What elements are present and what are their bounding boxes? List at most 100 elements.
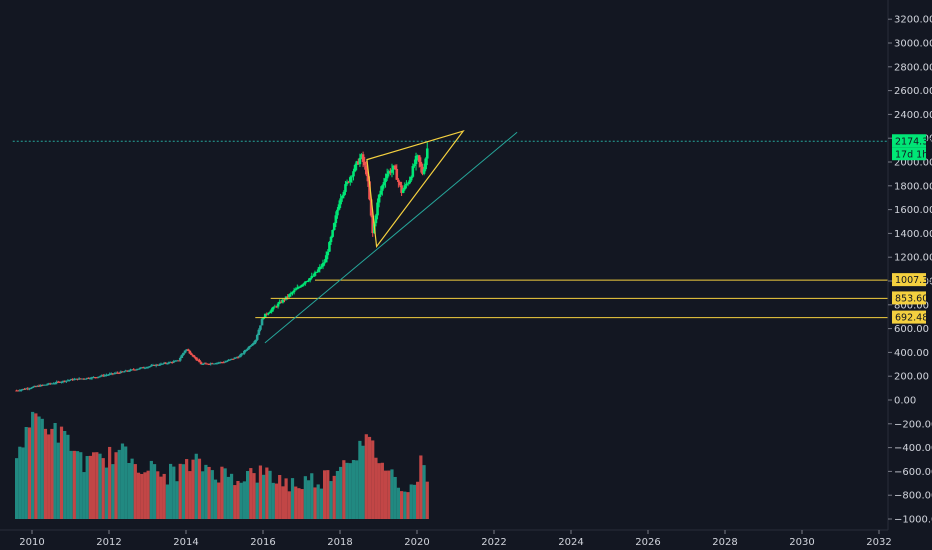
volume-bar-20 [79, 452, 83, 519]
candle-body [259, 325, 262, 330]
volume-bar-76 [258, 465, 263, 519]
candle-201 [337, 200, 341, 211]
candle-body [162, 362, 166, 364]
candle-150 [255, 333, 259, 342]
candle-body [15, 390, 18, 392]
candle-164 [278, 299, 281, 305]
candle-54 [101, 373, 105, 378]
candle-161 [273, 304, 277, 308]
candle-158 [268, 310, 272, 314]
volume-bar-50 [175, 481, 179, 519]
trendline [264, 131, 518, 344]
candle-99 [174, 360, 177, 362]
candle-152 [259, 325, 262, 332]
candle-body [228, 359, 232, 361]
candle-body [201, 363, 204, 365]
candle-body [148, 366, 152, 368]
candle-27 [58, 381, 62, 384]
candle-body [24, 388, 28, 390]
candle-body [101, 375, 105, 377]
candle-body [90, 377, 94, 379]
candle-body [255, 335, 259, 340]
candle-162 [275, 305, 278, 308]
candle-body [345, 181, 349, 185]
x-tick-label-4: 2018 [327, 537, 352, 548]
volume-bar-114 [380, 462, 384, 519]
candle-body [257, 329, 261, 336]
candle-body [302, 283, 306, 285]
candle-body [235, 357, 238, 359]
candle-113 [196, 358, 200, 362]
candle-body [270, 309, 273, 312]
candle-233 [389, 168, 392, 176]
candle-218 [365, 160, 368, 177]
candle-91 [161, 363, 164, 365]
candle-body [247, 346, 251, 349]
volume-bar-10 [47, 434, 51, 519]
x-tick-label-1: 2012 [96, 537, 121, 548]
y-tick-label-13: 600.00 [894, 324, 929, 335]
candle-body [106, 374, 110, 376]
price-label-3: 853.60 [892, 291, 928, 305]
volume-bar-115 [383, 470, 388, 519]
candle-body [252, 342, 256, 345]
candle-63 [116, 371, 119, 374]
candle-body [334, 215, 338, 224]
candle-105 [183, 350, 187, 354]
candle-137 [235, 356, 238, 359]
candle-32 [66, 379, 70, 382]
candle-body [140, 367, 144, 369]
price-label-text: 692.48 [895, 313, 928, 324]
candle-body [113, 373, 116, 375]
candle-111 [193, 355, 196, 359]
candle-body [175, 360, 179, 362]
candle-body [323, 262, 326, 264]
x-axis[interactable]: 2010 2012 2014 2016 2018 2020 2022 2024 2026 2028… [19, 530, 892, 548]
candle-body [225, 361, 229, 363]
candle-body [310, 275, 314, 278]
candle-142 [243, 349, 246, 355]
volume-bar-72 [246, 471, 250, 519]
candle-134 [230, 358, 233, 361]
candle-body [68, 380, 71, 382]
candle-52 [98, 375, 102, 378]
price-label-text: 17d 1h [895, 149, 928, 160]
candle-104 [182, 352, 185, 356]
candle-body [403, 185, 407, 190]
candle-body [366, 174, 370, 182]
volume-bar-127 [422, 465, 426, 519]
candle-125 [215, 362, 219, 365]
candle-body [77, 378, 81, 380]
candle-39 [77, 377, 81, 380]
candle-body [21, 388, 25, 390]
volume-bar-33 [120, 443, 125, 519]
candle-8 [28, 387, 31, 391]
volume-bar-9 [43, 428, 48, 519]
candle-248 [413, 159, 416, 168]
volume-bar-120 [400, 491, 404, 519]
candle-239 [398, 181, 402, 188]
candle-110 [191, 354, 195, 358]
price-label-text: 1007.39 [895, 275, 932, 286]
candle-227 [379, 186, 383, 198]
y-tick-label-18: −400.00 [894, 443, 932, 454]
candle-body [315, 271, 318, 273]
candle-body [100, 375, 103, 377]
candle-body [95, 377, 99, 379]
candle-228 [381, 184, 384, 196]
candle-body [97, 376, 100, 378]
candle-body [374, 215, 378, 224]
candle-body [307, 280, 310, 282]
volume-bar-68 [233, 485, 237, 519]
x-tick-label-9: 2028 [712, 537, 737, 548]
candle-body [385, 173, 389, 179]
candle-187 [315, 271, 318, 273]
volume-bar-81 [274, 483, 279, 519]
candle-34 [69, 378, 73, 381]
candle-250 [416, 154, 419, 161]
candle-197 [331, 229, 334, 238]
candle-92 [162, 361, 166, 365]
candle-body [326, 251, 330, 256]
candle-206 [345, 179, 349, 186]
